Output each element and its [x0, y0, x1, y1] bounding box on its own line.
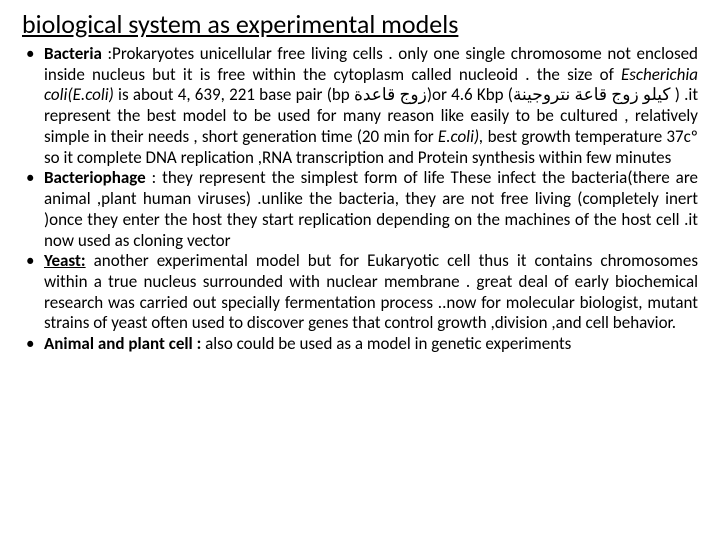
text-animal-plant: also could be used as a model in genetic… — [201, 333, 571, 354]
text-bacteria-ital2: E.coli), — [438, 126, 488, 147]
term-animal-plant: Animal and plant cell : — [44, 333, 201, 354]
text-yeast: another experimental model but for Eukar… — [44, 250, 698, 333]
slide-container: biological system as experimental models… — [0, 0, 720, 540]
content-list: Bacteria :Prokaryotes unicellular free l… — [22, 44, 698, 355]
bullet-bacteria: Bacteria :Prokaryotes unicellular free l… — [22, 44, 698, 168]
text-bacteria-1: :Prokaryotes unicellular free living cel… — [44, 43, 698, 85]
bullet-bacteriophage: Bacteriophage : they represent the simpl… — [22, 168, 698, 251]
bullet-yeast: Yeast: another experimental model but fo… — [22, 251, 698, 334]
term-yeast: Yeast: — [44, 250, 86, 271]
slide-title: biological system as experimental models — [22, 10, 698, 40]
term-bacteriophage: Bacteriophage — [44, 167, 146, 188]
term-bacteria: Bacteria — [44, 43, 102, 64]
bullet-animal-plant: Animal and plant cell : also could be us… — [22, 334, 698, 355]
